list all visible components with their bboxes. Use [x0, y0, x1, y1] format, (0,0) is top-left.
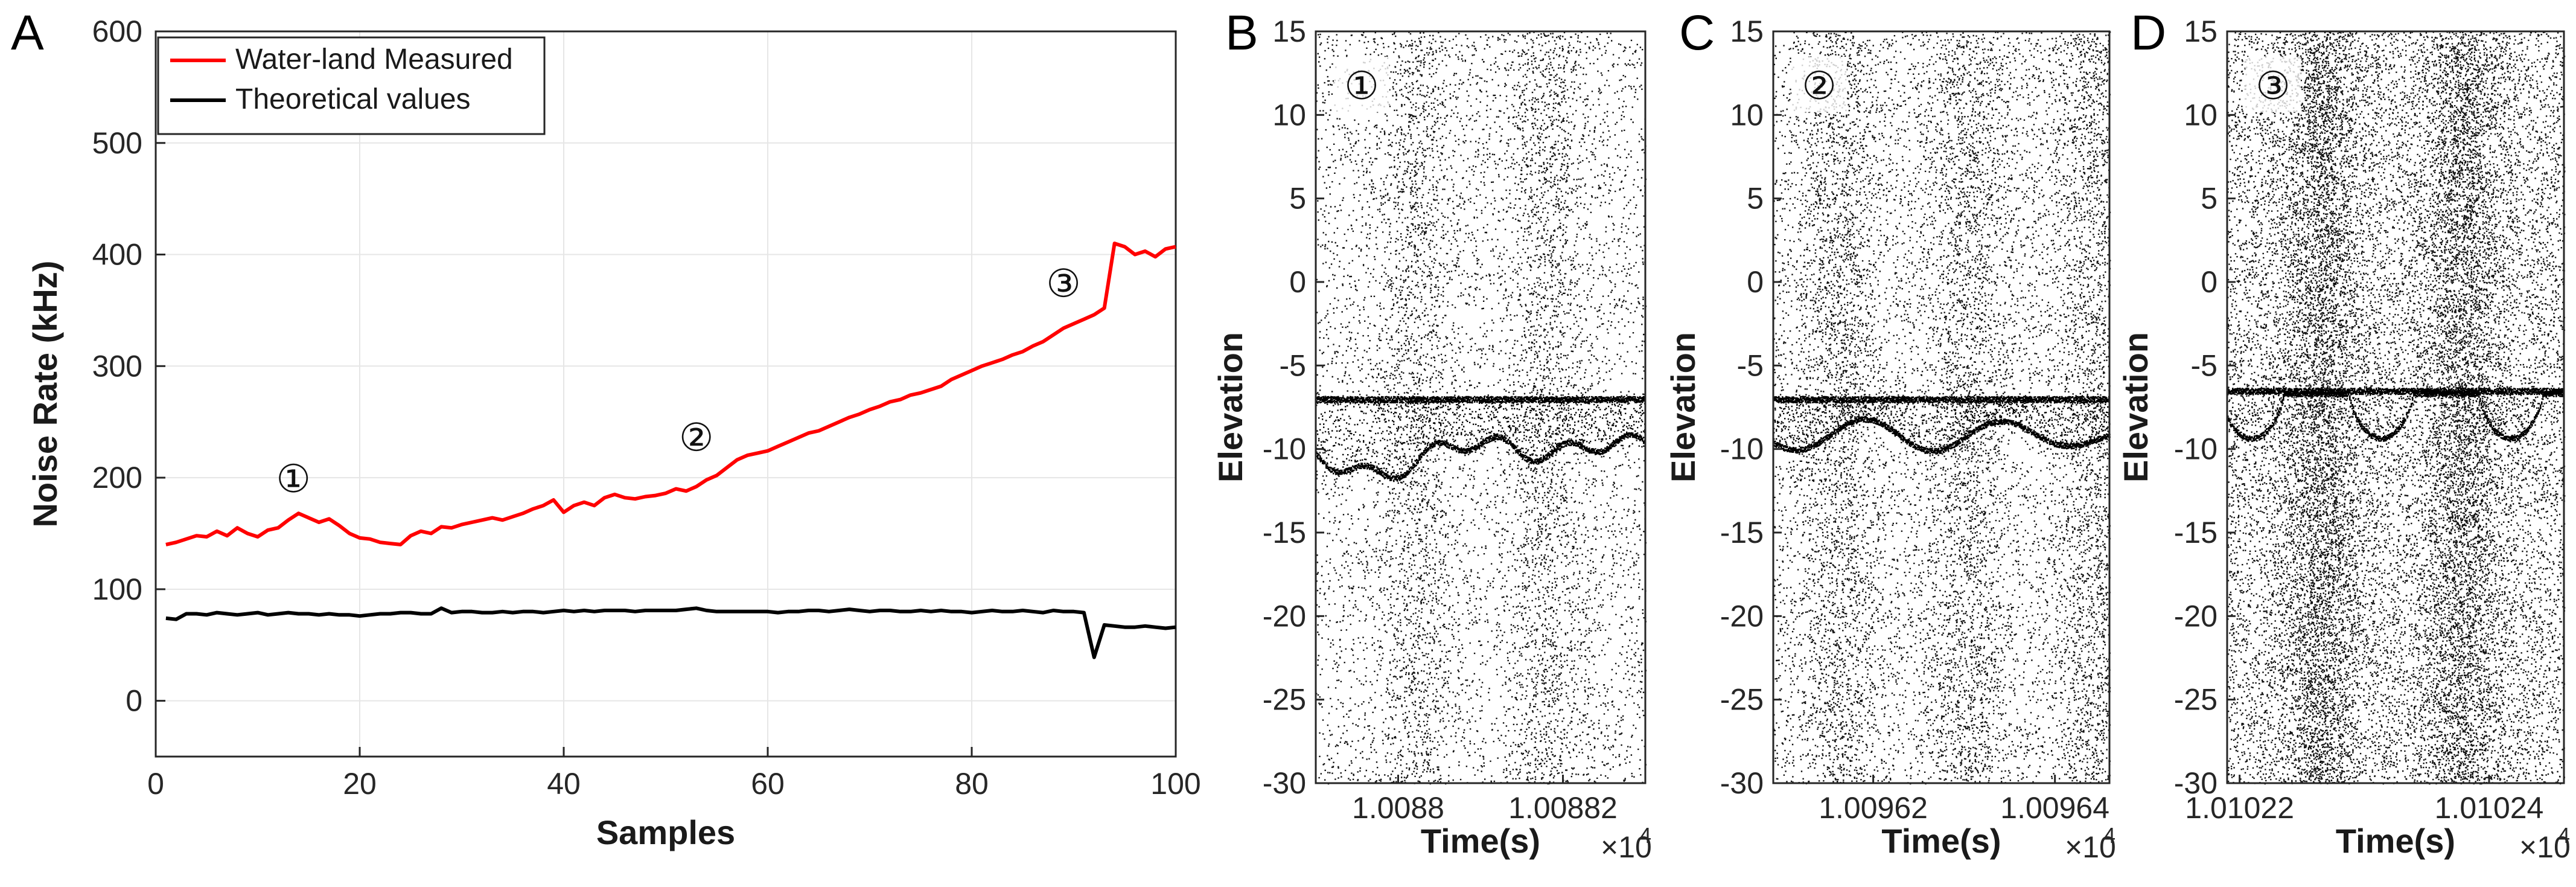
x-tick-label: 1.00964 — [2000, 791, 2109, 825]
noise-photon-points — [1316, 31, 1647, 785]
panel-a-line-chart: 0 20 40 60 80 100 0 100 200 300 400 500 600 ① ② ③ Water-… — [11, 5, 1201, 851]
y-axis-title: Elevation — [1211, 332, 1249, 482]
y-tick-label: -10 — [1263, 432, 1306, 466]
x-exponent-label: ×10 — [2065, 830, 2116, 864]
y-tick-label: 5 — [1289, 182, 1306, 216]
x-exponent-power: 4 — [1639, 823, 1651, 848]
x-axis-title: Time(s) — [1421, 822, 1540, 860]
y-tick-label: 0 — [1289, 265, 1306, 299]
x-exponent-label: ×10 — [1601, 830, 1652, 864]
y-tick-label: 0 — [1747, 265, 1764, 299]
y-tick-label: -20 — [1263, 599, 1306, 633]
y-tick-label: 10 — [2184, 98, 2217, 132]
y-tick-label: 15 — [1730, 14, 1764, 48]
y-tick-label: -25 — [1263, 683, 1306, 717]
x-tick-label: 60 — [751, 767, 785, 801]
legend-entry-label: Water-land Measured — [235, 43, 513, 75]
signal-photon-points — [2227, 387, 2565, 443]
x-tick-label: 1.01022 — [2185, 791, 2294, 825]
y-tick-label: -5 — [1280, 348, 1306, 382]
panel-a-axes-box — [155, 30, 1177, 758]
x-tick-label: 1.0088 — [1352, 791, 1444, 825]
x-axis-title: Samples — [596, 813, 735, 851]
y-tick-label: -10 — [2174, 432, 2217, 466]
y-tick-label: -25 — [1720, 683, 1764, 717]
sample-marker-label: ③ — [2256, 64, 2290, 109]
y-tick-label: 10 — [1272, 98, 1306, 132]
annotation-backdrop — [2245, 57, 2301, 112]
y-tick-label: -30 — [2174, 766, 2217, 800]
y-axis-title: Elevation — [1664, 332, 1702, 482]
x-exponent-power: 4 — [2558, 823, 2570, 848]
y-tick-label: 10 — [1730, 98, 1764, 132]
sample-marker-label: ② — [1802, 64, 1836, 109]
x-tick-label: 1.00882 — [1508, 791, 1618, 825]
x-tick-label: 100 — [1150, 767, 1200, 801]
panel-b-photon-scatter: 15 10 5 0 -5 -10 -15 -20 -25 -30 1.0088 1.00882 ① Tim… — [1211, 5, 1652, 864]
y-tick-label: 0 — [126, 684, 142, 718]
y-tick-label: -5 — [1737, 348, 1764, 382]
y-tick-label: 15 — [2184, 14, 2217, 48]
panel-a-plot-area — [156, 31, 1176, 757]
panel-c-photon-scatter: 15 10 5 0 -5 -10 -15 -20 -25 -30 1.00962 1.00964 ② Ti… — [1664, 5, 2116, 864]
axes-box — [1772, 30, 2111, 784]
axes-box — [2226, 30, 2565, 784]
y-tick-label: 200 — [92, 461, 142, 495]
y-tick-label: 100 — [92, 572, 142, 606]
y-tick-label: -5 — [2191, 348, 2217, 382]
theoretical-series-line — [165, 606, 1176, 659]
annotation-backdrop — [1334, 57, 1389, 112]
y-tick-label: 5 — [2201, 182, 2217, 216]
x-tick-label: 40 — [547, 767, 581, 801]
x-axis-title: Time(s) — [2336, 822, 2455, 860]
plot-area — [1316, 31, 1645, 783]
y-tick-label: -15 — [1263, 516, 1306, 549]
y-tick-label: -30 — [1263, 766, 1306, 800]
sample-marker-label: ① — [276, 457, 310, 502]
measured-series-line — [165, 242, 1176, 546]
x-tick-label: 80 — [955, 767, 989, 801]
legend-entry-label: Theoretical values — [235, 83, 471, 115]
axes-box — [1315, 30, 1647, 784]
y-axis-title: Elevation — [2117, 332, 2155, 482]
y-tick-label: -10 — [1720, 432, 1764, 466]
panel-letter-b: B — [1225, 5, 1258, 60]
y-tick-label: -30 — [1720, 766, 1764, 800]
y-tick-label: 300 — [92, 349, 142, 383]
y-tick-label: 15 — [1272, 14, 1306, 48]
y-tick-label: 500 — [92, 126, 142, 160]
y-tick-label: -20 — [1720, 599, 1764, 633]
panel-letter-a: A — [11, 5, 44, 60]
y-tick-label: 5 — [1747, 182, 1764, 216]
annotation-backdrop — [1791, 57, 1847, 112]
panel-letter-c: C — [1679, 5, 1715, 60]
x-axis-title: Time(s) — [1881, 822, 2001, 860]
x-tick-label: 1.01024 — [2435, 791, 2544, 825]
noise-photon-points — [2227, 31, 2566, 785]
sample-marker-label: ① — [1344, 64, 1379, 109]
y-tick-label: 0 — [2201, 265, 2217, 299]
y-tick-label: 400 — [92, 238, 142, 272]
legend-box — [157, 36, 546, 135]
x-exponent-power: 4 — [2103, 823, 2115, 848]
panel-letter-d: D — [2131, 5, 2166, 60]
x-tick-label: 20 — [343, 767, 377, 801]
x-exponent-label: ×10 — [2519, 830, 2571, 864]
y-tick-label: -20 — [2174, 599, 2217, 633]
signal-photon-points — [1316, 395, 1646, 482]
x-tick-label: 0 — [147, 767, 164, 801]
y-tick-label: -25 — [2174, 683, 2217, 717]
y-tick-label: -15 — [2174, 516, 2217, 549]
sample-marker-label: ③ — [1046, 262, 1080, 307]
panel-d-photon-scatter: 15 10 5 0 -5 -10 -15 -20 -25 -301.01022 1.01024 ③ Ti… — [2117, 5, 2571, 864]
y-axis-title: Noise Rate (kHz) — [26, 261, 64, 528]
sample-marker-label: ② — [679, 416, 713, 461]
signal-photon-points — [1773, 395, 2110, 455]
y-tick-label: -15 — [1720, 516, 1764, 549]
x-tick-label: 1.00962 — [1819, 791, 1928, 825]
y-tick-label: 600 — [92, 14, 142, 48]
